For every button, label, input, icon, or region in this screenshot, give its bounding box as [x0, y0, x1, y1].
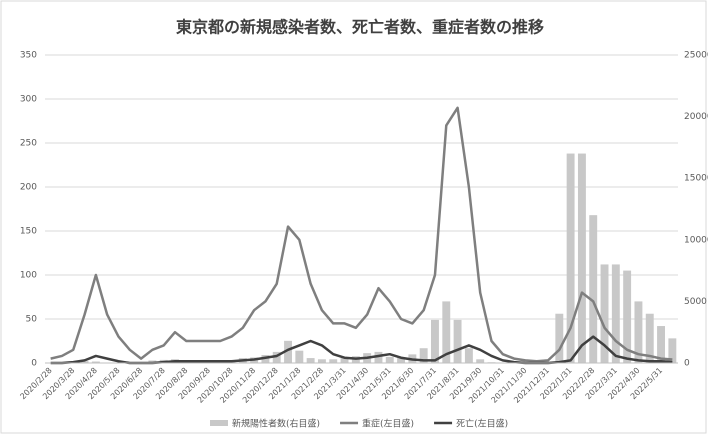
- bar: [476, 359, 485, 363]
- chart-title: 東京都の新規感染者数、死亡者数、重症者数の推移: [176, 18, 544, 37]
- y-tick-label: 50: [26, 315, 38, 325]
- bar: [419, 348, 428, 363]
- y-tick-label: 0: [31, 359, 37, 369]
- bar: [657, 326, 666, 363]
- y-tick-label: 100: [20, 271, 37, 281]
- y2-tick-label: 20000: [684, 112, 708, 122]
- bar: [306, 358, 315, 363]
- legend-swatch: [210, 420, 228, 426]
- bar: [340, 358, 349, 363]
- bar: [566, 153, 575, 363]
- bar: [611, 264, 620, 363]
- y-tick-label: 350: [20, 51, 37, 61]
- y-tick-label: 250: [20, 139, 37, 149]
- bar: [329, 359, 338, 363]
- bar: [80, 361, 89, 363]
- y2-tick-label: 5000: [684, 297, 707, 307]
- bar: [431, 319, 439, 363]
- line: [50, 106, 673, 363]
- y2-tick-label: 25000: [684, 51, 708, 61]
- bar: [442, 301, 451, 363]
- bar: [374, 351, 383, 363]
- y-tick-label: 300: [20, 95, 37, 105]
- y2-tick-label: 0: [684, 359, 690, 369]
- legend-label: 重症(左目盛): [362, 418, 414, 430]
- bar: [397, 358, 406, 363]
- bar: [464, 348, 473, 363]
- bar: [385, 356, 394, 363]
- bar: [668, 338, 677, 363]
- legend-label: 死亡(左目盛): [456, 418, 508, 430]
- bar: [284, 340, 292, 363]
- bar: [272, 351, 281, 363]
- bar: [589, 215, 598, 363]
- bar: [261, 354, 270, 363]
- bar: [91, 361, 100, 363]
- bar: [623, 270, 632, 363]
- y2-tick-label: 10000: [684, 235, 708, 245]
- legend-label: 新規陽性者数(右目盛): [232, 418, 320, 430]
- bar: [577, 153, 586, 363]
- bar: [645, 313, 654, 363]
- y-tick-label: 200: [20, 183, 37, 193]
- bar: [555, 313, 564, 363]
- y2-tick-label: 15000: [684, 174, 708, 184]
- bar: [453, 319, 462, 363]
- bar: [295, 350, 304, 363]
- bar: [600, 264, 609, 363]
- bar: [317, 359, 326, 363]
- bar: [634, 301, 643, 363]
- y-tick-label: 150: [20, 227, 37, 237]
